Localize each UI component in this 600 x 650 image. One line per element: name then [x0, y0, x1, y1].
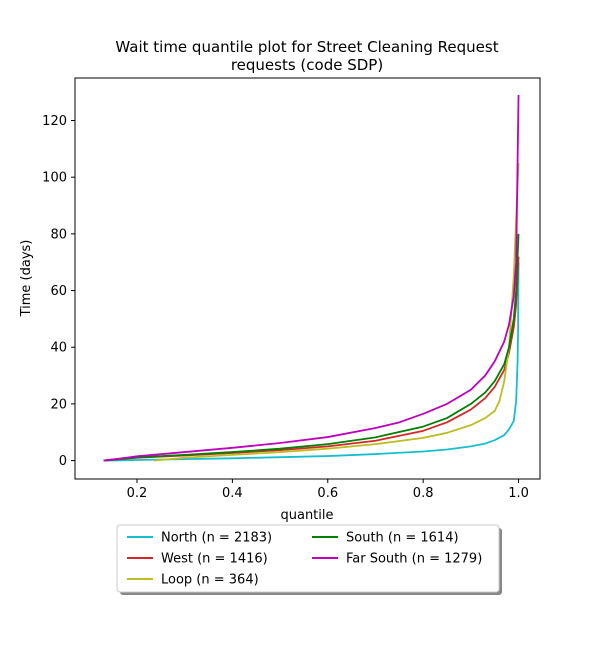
- y-tick-label: 80: [50, 227, 67, 242]
- chart-title-line-1: Wait time quantile plot for Street Clean…: [115, 38, 498, 56]
- legend-label: Loop (n = 364): [161, 573, 259, 588]
- y-tick-label: 120: [42, 114, 67, 129]
- plot-lines: [103, 94, 520, 462]
- x-tick-label: 0.8: [413, 486, 434, 501]
- legend-label: Far South (n = 1279): [346, 552, 482, 567]
- y-tick-label: 0: [59, 454, 67, 469]
- y-axis-label: Time (days): [19, 240, 34, 318]
- x-tick-label: 1.0: [508, 486, 529, 501]
- legend: North (n = 2183) West (n = 1416) Loop (n =…: [116, 524, 502, 595]
- legend-box: [116, 524, 500, 593]
- series-line-3: [103, 233, 520, 462]
- legend-items: North (n = 2183) West (n = 1416) Loop (n =…: [127, 531, 482, 588]
- y-tick-label: 20: [50, 397, 67, 412]
- series-line-2: [153, 162, 520, 462]
- x-axis-ticks: 0.2 0.4 0.6 0.8 1.0: [127, 479, 529, 501]
- y-tick-label: 40: [50, 341, 67, 356]
- legend-label: North (n = 2183): [161, 531, 272, 546]
- y-tick-label: 60: [50, 284, 67, 299]
- x-tick-label: 0.4: [222, 486, 243, 501]
- legend-label: South (n = 1614): [346, 531, 459, 546]
- series-line-4: [103, 94, 520, 462]
- legend-label: West (n = 1416): [161, 552, 268, 567]
- x-axis-label: quantile: [280, 508, 333, 523]
- plot-frame: [74, 77, 541, 480]
- series-line-0: [103, 262, 520, 462]
- x-tick-label: 0.6: [317, 486, 338, 501]
- y-axis-ticks: 0 20 40 60 80 100 120: [42, 114, 75, 469]
- y-tick-label: 100: [42, 171, 67, 186]
- chart-title-line-2: requests (code SDP): [231, 56, 383, 74]
- x-tick-label: 0.2: [127, 486, 148, 501]
